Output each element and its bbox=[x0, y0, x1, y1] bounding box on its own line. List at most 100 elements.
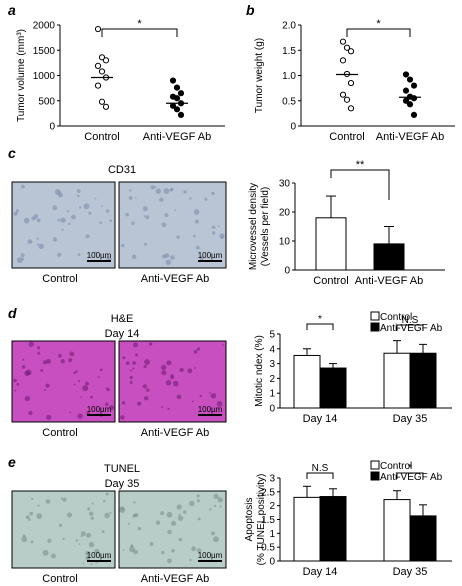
chart-b-point bbox=[339, 57, 347, 64]
chart-d-legend-label: Control bbox=[380, 312, 412, 323]
nucleus bbox=[37, 504, 40, 507]
chart-a-significance-label: * bbox=[137, 18, 142, 30]
chart-e-y-tick-label: 3 bbox=[269, 474, 275, 485]
chart-c-x-tick-label: Anti-VEGF Ab bbox=[355, 275, 423, 287]
nucleus bbox=[132, 361, 136, 365]
chart-e-bar bbox=[293, 496, 321, 562]
nucleus bbox=[88, 541, 95, 548]
chart-e-bar bbox=[383, 499, 411, 562]
nucleus bbox=[179, 367, 184, 373]
nucleus bbox=[85, 381, 90, 386]
nucleus bbox=[105, 209, 110, 213]
nucleus bbox=[189, 558, 192, 562]
nucleus bbox=[196, 494, 200, 498]
nucleus bbox=[25, 515, 30, 520]
chart-b-y-tick-label: 2.0 bbox=[282, 21, 296, 32]
chart-c-bar bbox=[315, 217, 347, 271]
nucleus bbox=[21, 365, 26, 369]
nucleus bbox=[154, 186, 157, 189]
nucleus bbox=[58, 353, 62, 358]
chart-d-bar bbox=[383, 352, 411, 409]
nucleus bbox=[194, 367, 197, 369]
chart-b-significance-label: * bbox=[376, 18, 381, 30]
chart-a-point bbox=[173, 106, 181, 113]
nucleus bbox=[45, 499, 51, 504]
nucleus bbox=[104, 512, 110, 519]
nucleus bbox=[16, 257, 23, 264]
nucleus bbox=[174, 209, 177, 212]
nucleus bbox=[176, 394, 182, 400]
chart-c-y-tick-label: 0 bbox=[284, 266, 290, 277]
nucleus bbox=[143, 215, 146, 218]
nucleus bbox=[159, 197, 164, 202]
nucleus bbox=[122, 549, 125, 552]
chart-d-y-tick-label: 3 bbox=[269, 359, 275, 370]
chart-b-point bbox=[402, 97, 410, 104]
nucleus bbox=[36, 513, 43, 519]
nucleus bbox=[66, 210, 70, 213]
cd31-control-label: Control bbox=[42, 273, 77, 285]
nucleus bbox=[129, 546, 135, 553]
nucleus bbox=[127, 522, 130, 525]
nucleus bbox=[99, 368, 103, 372]
nucleus bbox=[210, 393, 217, 399]
chart-c-bar bbox=[373, 243, 405, 271]
chart-e-significance-bracket bbox=[396, 472, 424, 479]
nucleus bbox=[52, 237, 58, 242]
chart-d-y-tick-label: 0 bbox=[269, 404, 275, 415]
nucleus bbox=[105, 492, 109, 496]
scale-bar-label: 100µm bbox=[198, 551, 223, 560]
chart-b-point bbox=[347, 105, 355, 112]
scale-bar-label: 100µm bbox=[198, 405, 223, 414]
scale-bar-label: 100µm bbox=[87, 551, 112, 560]
chart-d-legend-swatch bbox=[370, 322, 380, 332]
nucleus bbox=[196, 347, 201, 351]
chart-b-x-tick-label: Anti-VEGF Ab bbox=[376, 131, 444, 143]
chart-c-y-axis-label-line: Microvessel density bbox=[248, 183, 259, 270]
chart-a-y-tick-label: 0 bbox=[49, 122, 55, 133]
chart-b-y-tick-label: 0 bbox=[290, 122, 296, 133]
nucleus bbox=[132, 367, 135, 370]
nucleus bbox=[125, 212, 130, 217]
tunel-control-image-bg bbox=[11, 490, 116, 569]
nucleus bbox=[60, 359, 65, 364]
he-control-label: Control bbox=[42, 427, 77, 439]
nucleus bbox=[62, 537, 65, 541]
nucleus bbox=[107, 556, 111, 559]
chart-e-y-axis-label-line: (% TUNEL positivity) bbox=[256, 474, 267, 566]
nucleus bbox=[161, 222, 167, 228]
nucleus bbox=[43, 360, 47, 365]
nucleus bbox=[90, 563, 93, 566]
chart-a-y-tick-label: 2000 bbox=[33, 21, 56, 32]
chart-b-point bbox=[339, 91, 347, 98]
chart-d-x-tick-label: Day 35 bbox=[393, 413, 428, 425]
tunel-day: Day 35 bbox=[105, 478, 140, 490]
nucleus bbox=[77, 194, 80, 198]
panel-label-b: b bbox=[246, 2, 255, 18]
nucleus bbox=[14, 389, 17, 392]
chart-a-point bbox=[98, 68, 106, 75]
nucleus bbox=[78, 543, 81, 545]
nucleus bbox=[162, 254, 167, 259]
scale-bar-label: 100µm bbox=[87, 405, 112, 414]
nucleus bbox=[30, 540, 34, 544]
nucleus bbox=[193, 234, 196, 238]
nucleus bbox=[15, 209, 19, 213]
nucleus bbox=[142, 206, 148, 212]
nucleus bbox=[90, 516, 94, 520]
chart-e-y-tick-label: 0 bbox=[269, 557, 275, 568]
chart-a-point bbox=[94, 25, 102, 33]
tunel-treated-image: 100µm bbox=[118, 490, 227, 569]
nucleus bbox=[167, 558, 172, 564]
nucleus bbox=[125, 361, 130, 366]
chart-c-y-tick-label: 10 bbox=[279, 237, 291, 248]
chart-e-y-tick-label: 2.5 bbox=[261, 487, 275, 498]
nucleus bbox=[130, 369, 133, 372]
chart-b-point bbox=[402, 87, 410, 94]
nucleus bbox=[58, 523, 63, 527]
nucleus bbox=[121, 243, 125, 248]
nucleus bbox=[94, 548, 100, 554]
chart-d-x-tick-label: Day 14 bbox=[303, 413, 338, 425]
nucleus bbox=[196, 499, 200, 503]
nucleus bbox=[102, 499, 106, 503]
